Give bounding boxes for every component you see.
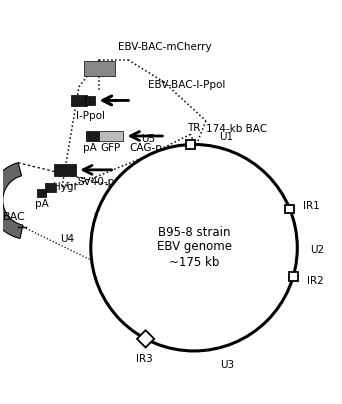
Text: EBV-BAC-I-Ppol: EBV-BAC-I-Ppol [148, 80, 226, 90]
Text: ~175 kb: ~175 kb [169, 257, 219, 269]
Bar [45, 183, 56, 192]
Text: B95-8 strain: B95-8 strain [158, 226, 230, 239]
Text: EBV-BAC-mCherry: EBV-BAC-mCherry [118, 42, 211, 52]
Text: 174-kb BAC: 174-kb BAC [206, 124, 267, 134]
Text: EBV genome: EBV genome [157, 240, 232, 252]
Text: Hygr: Hygr [53, 182, 78, 192]
Text: U1: U1 [219, 132, 233, 142]
Text: TR: TR [187, 123, 200, 133]
Text: U4: U4 [60, 234, 74, 244]
Bar [86, 96, 95, 105]
Text: IR3: IR3 [135, 354, 152, 364]
Bar [289, 272, 298, 280]
Text: SV40-p: SV40-p [77, 177, 115, 187]
Text: pA: pA [83, 143, 97, 154]
Bar [71, 95, 87, 106]
Bar [54, 164, 76, 176]
Text: U5: U5 [142, 133, 156, 143]
Text: pA: pA [35, 199, 49, 208]
Bar [99, 130, 123, 141]
Bar [186, 140, 195, 149]
Text: IR2: IR2 [307, 276, 324, 286]
Text: r: r [65, 179, 69, 189]
Text: IR1: IR1 [303, 201, 320, 210]
Text: I-Ppol: I-Ppol [76, 111, 105, 121]
Bar [137, 330, 154, 347]
Bar [37, 189, 47, 197]
Text: U2: U2 [311, 245, 325, 255]
Bar [285, 204, 294, 213]
Bar [86, 130, 99, 141]
Polygon shape [0, 163, 23, 238]
Text: BAC: BAC [3, 212, 26, 222]
Text: CAG-p: CAG-p [130, 143, 162, 154]
Text: U3: U3 [221, 360, 235, 370]
Text: GFP: GFP [100, 143, 121, 154]
Bar [84, 61, 115, 76]
